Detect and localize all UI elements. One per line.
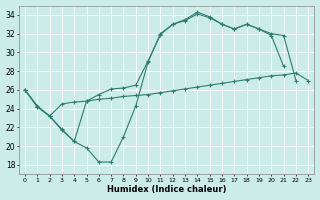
X-axis label: Humidex (Indice chaleur): Humidex (Indice chaleur) [107, 185, 226, 194]
